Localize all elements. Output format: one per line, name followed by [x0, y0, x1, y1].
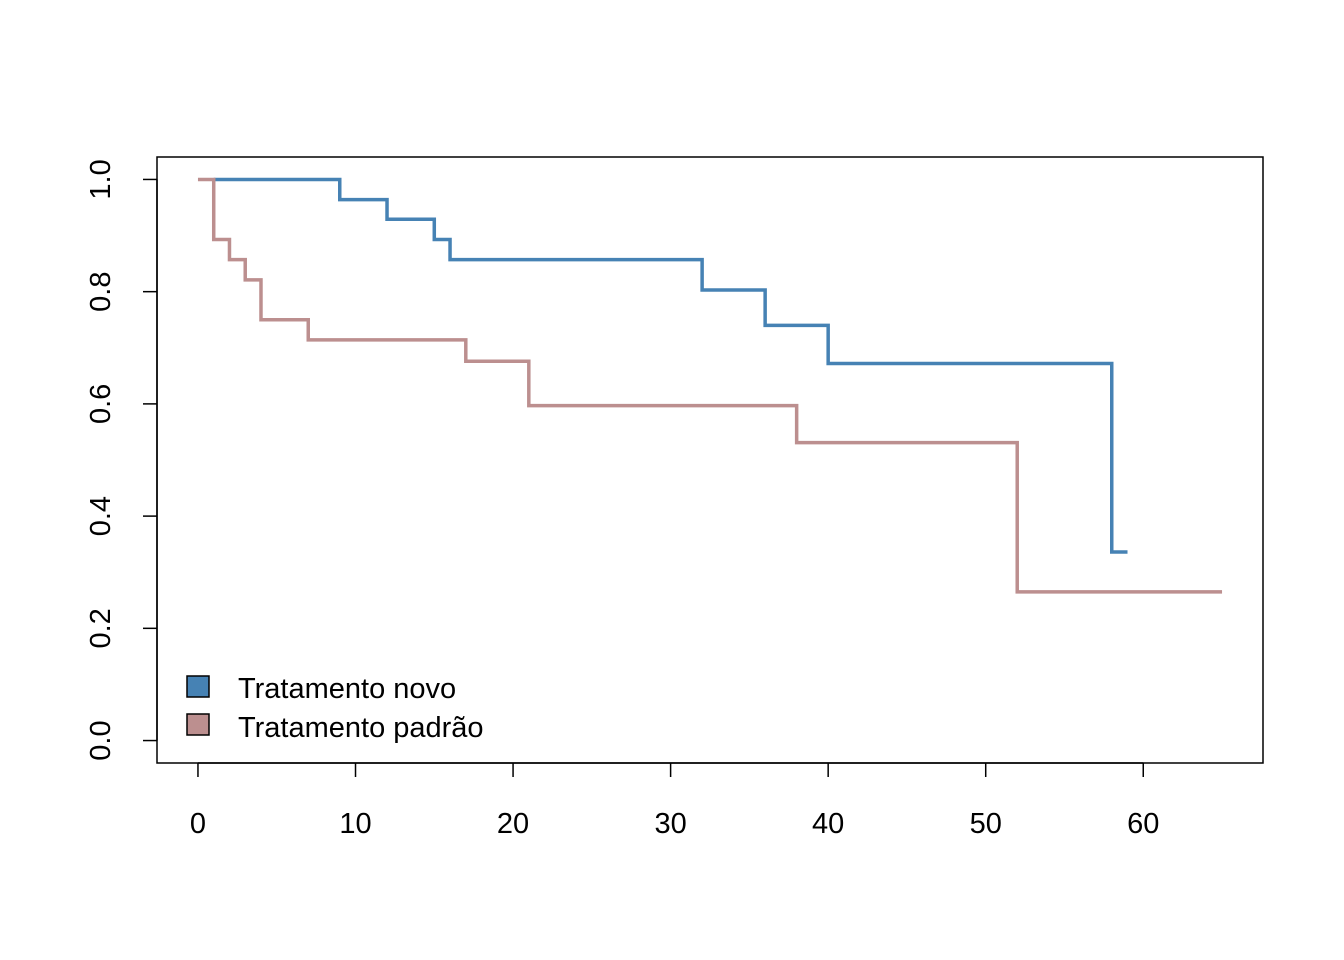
x-tick-label: 60 [1127, 808, 1159, 840]
x-tick-label: 50 [970, 808, 1002, 840]
y-tick-label: 0.0 [85, 720, 117, 760]
x-tick-label: 20 [497, 808, 529, 840]
legend-swatch-tratamento-novo [186, 675, 210, 698]
x-axis: 0 10 20 30 40 50 60 [190, 762, 1159, 840]
y-tick-label: 0.8 [85, 272, 117, 312]
y-axis: 0.0 0.2 0.4 0.6 0.8 1.0 [85, 159, 158, 761]
y-tick-label: 1.0 [85, 159, 117, 199]
legend: Tratamento novo Tratamento padrão [186, 673, 484, 744]
y-tick-label: 0.2 [85, 608, 117, 648]
y-tick-label: 0.4 [85, 496, 117, 536]
series-line-tratamento-padrao [197, 177, 1223, 594]
x-tick-label: 0 [190, 808, 206, 840]
legend-label-tratamento-padrao: Tratamento padrão [238, 712, 484, 744]
series-layer [197, 177, 1223, 594]
x-tick-label: 10 [339, 808, 371, 840]
x-tick-label: 30 [654, 808, 686, 840]
legend-swatch-tratamento-padrao [186, 713, 210, 736]
legend-label-tratamento-novo: Tratamento novo [238, 673, 456, 705]
y-tick-label: 0.6 [85, 384, 117, 424]
series-line-tratamento-novo [213, 177, 1128, 554]
x-tick-label: 40 [812, 808, 844, 840]
